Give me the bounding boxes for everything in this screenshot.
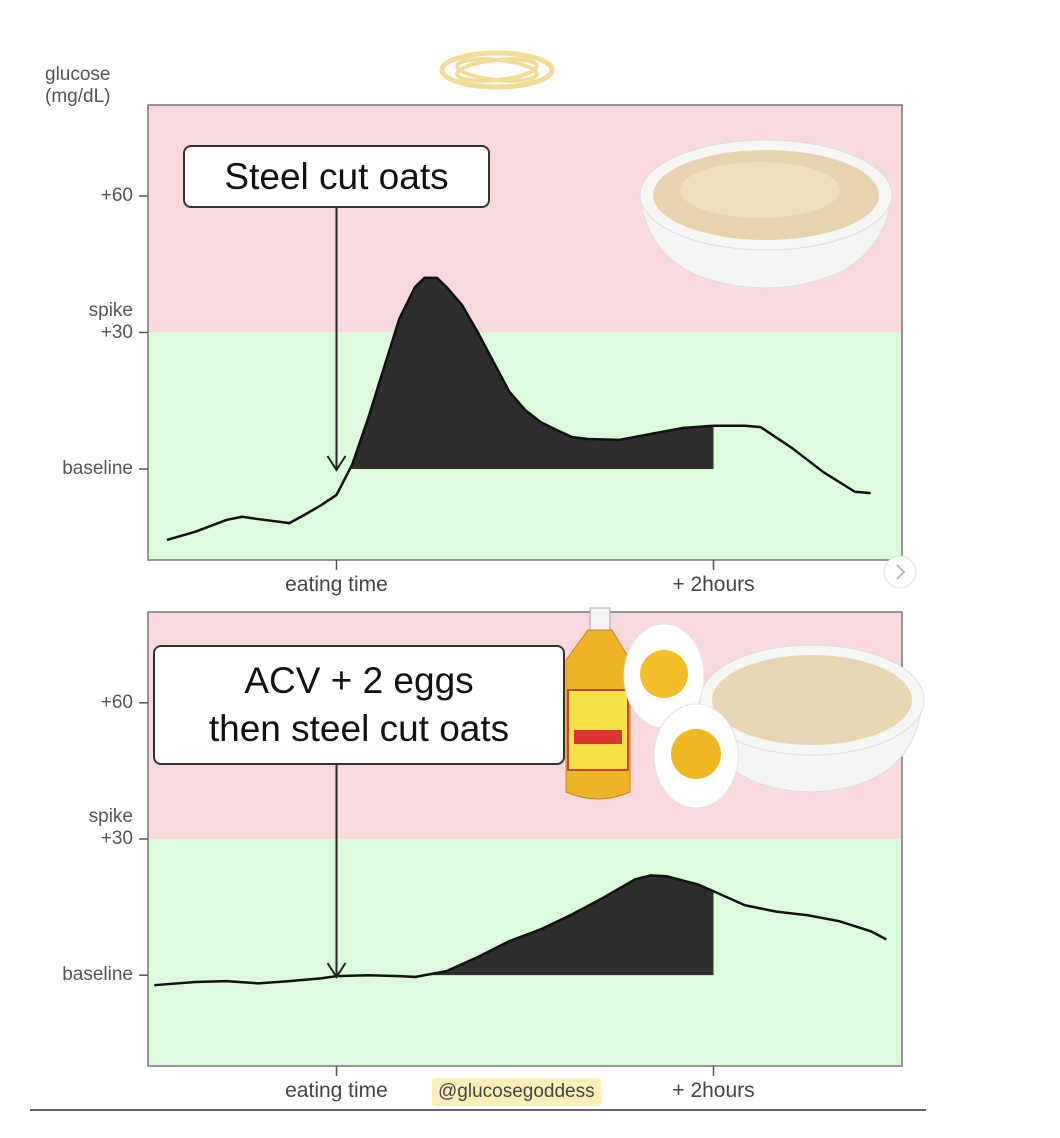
x-tick-label: eating time [285, 1079, 388, 1102]
arrow-head [326, 962, 347, 979]
y-tick-label: +60 [100, 691, 133, 713]
y-tick-label: spike +30 [88, 299, 133, 343]
decorations [439, 50, 555, 90]
y-tick-label: baseline [62, 964, 133, 986]
y-tick-label: baseline [62, 458, 133, 479]
annotation: Steel cut oats [183, 145, 490, 208]
glucose-line [166, 276, 871, 542]
x-tick-label: + 2hours [672, 1079, 755, 1102]
y-tick-label: spike +30 [88, 806, 133, 849]
y-axis-title: glucose (mg/dL) [45, 64, 111, 107]
x-tick-label: eating time [285, 573, 388, 596]
arrow-head [326, 455, 347, 472]
shaded-area [336, 875, 714, 976]
food-images [30, 139, 926, 1111]
glucose-line [154, 874, 887, 987]
credit: @glucosegoddess [432, 1078, 601, 1106]
annotation: ACV + 2 eggs then steel cut oats [153, 645, 565, 765]
x-tick-label: + 2hours [672, 573, 755, 596]
y-tick-label: +60 [100, 185, 133, 206]
shaded-area [345, 277, 714, 469]
